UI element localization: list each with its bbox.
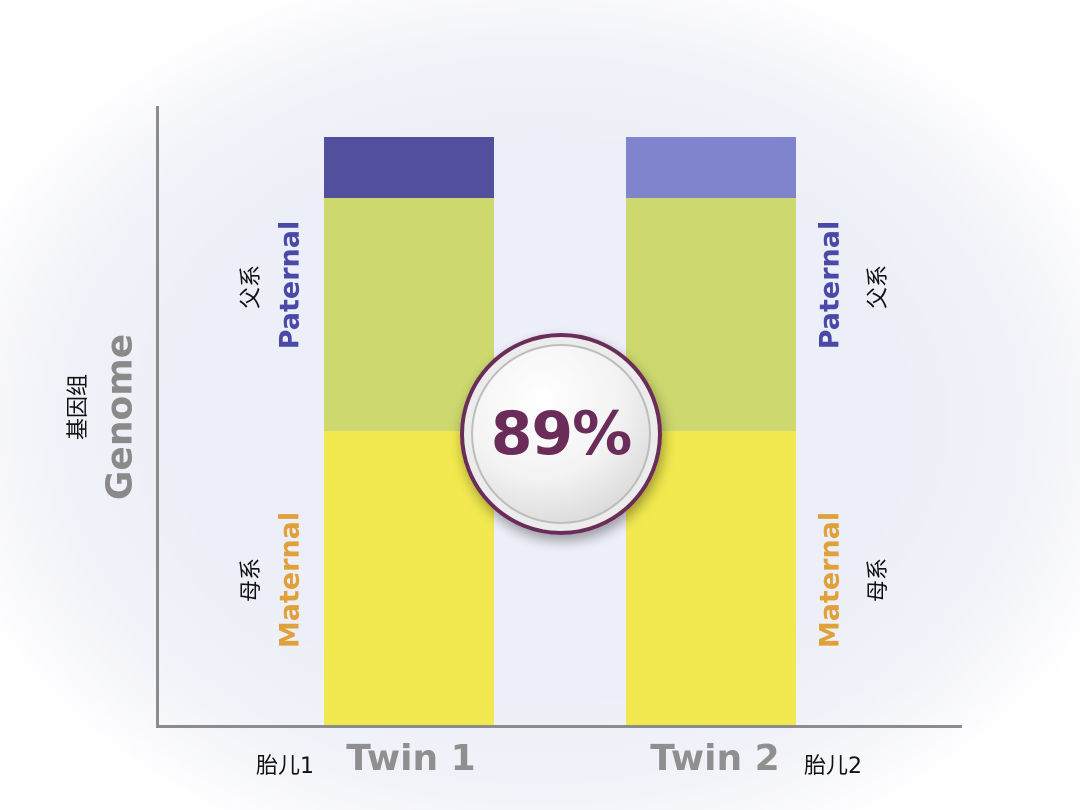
twin-1-paternal-segment	[324, 198, 494, 431]
twin-2-paternal-label-cn: 父系	[866, 264, 891, 310]
twin-2-label: Twin 2	[650, 738, 780, 779]
twin-1-maternal-label-cn: 母系	[239, 557, 264, 603]
twin-2-top-segment	[626, 137, 796, 198]
similarity-value: 89%	[490, 399, 633, 469]
twin-1-label-cn: 胎儿1	[256, 754, 314, 779]
similarity-badge: 89%	[460, 333, 662, 535]
y-axis	[156, 106, 159, 728]
x-axis	[156, 725, 962, 728]
twin-1-label: Twin 1	[346, 738, 476, 779]
twin-2-label-cn: 胎儿2	[804, 754, 862, 779]
twin-2-maternal-segment	[626, 431, 796, 725]
twin-2-paternal-label: Paternal	[814, 220, 846, 350]
twin-1-top-segment	[324, 137, 494, 198]
twin-2-paternal-segment	[626, 198, 796, 431]
twin-1-paternal-label: Paternal	[274, 220, 306, 350]
twin-1-maternal-label: Maternal	[274, 511, 306, 649]
y-axis-label: Genome	[99, 333, 141, 501]
twin-1-maternal-segment	[324, 431, 494, 725]
y-axis-label-cn: 基因组	[66, 373, 91, 441]
twin-2-maternal-label: Maternal	[814, 511, 846, 649]
twin-1-paternal-label-cn: 父系	[239, 264, 264, 310]
twin-1-bar	[324, 137, 494, 725]
twin-2-maternal-label-cn: 母系	[866, 557, 891, 603]
twin-2-bar	[626, 137, 796, 725]
